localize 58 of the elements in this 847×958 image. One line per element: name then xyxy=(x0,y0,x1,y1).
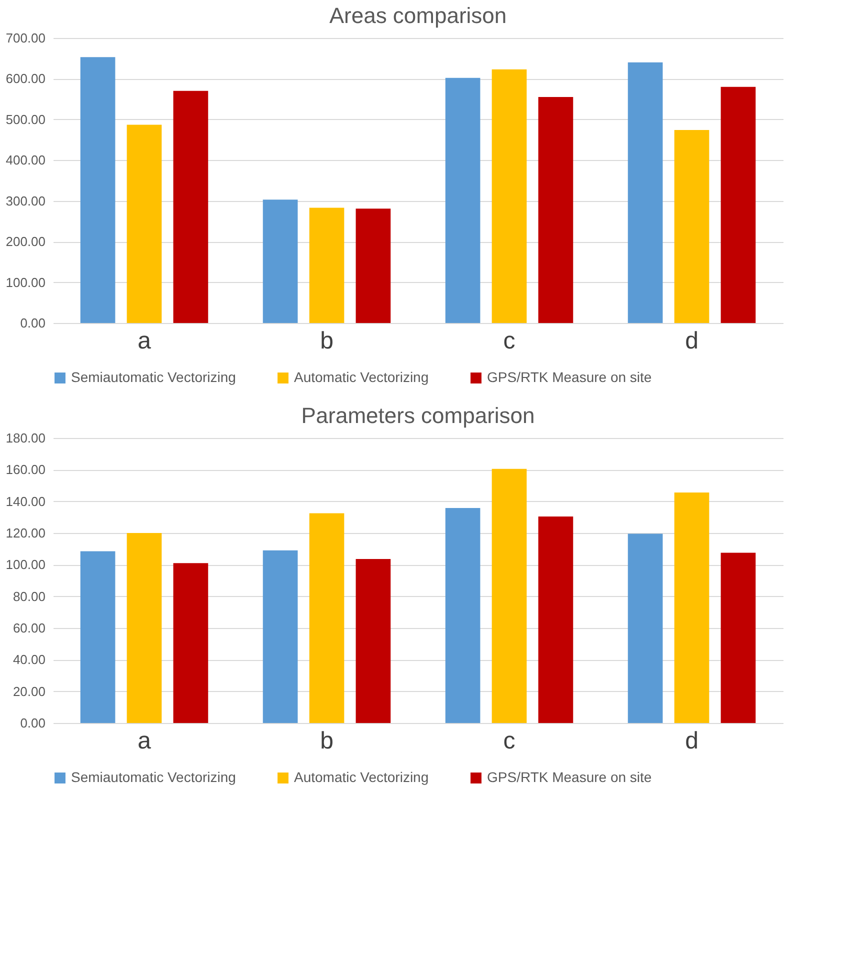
y-tick-label: 120.00 xyxy=(6,526,46,540)
y-tick-label: 0.00 xyxy=(20,316,46,330)
bar xyxy=(720,552,756,723)
x-tick-label: a xyxy=(138,328,152,354)
x-tick-label: d xyxy=(685,728,698,754)
bar xyxy=(356,558,391,723)
bar xyxy=(492,468,527,723)
y-tick-label: 700.00 xyxy=(6,30,46,46)
bar xyxy=(309,208,344,323)
chart-title: Areas comparison xyxy=(329,3,507,28)
y-tick-label: 300.00 xyxy=(6,193,46,208)
bar xyxy=(126,124,162,323)
y-tick-label: 40.00 xyxy=(12,652,46,668)
bar xyxy=(80,57,116,323)
bar xyxy=(173,563,208,723)
x-tick-label: b xyxy=(320,728,334,754)
y-tick-label: 160.00 xyxy=(6,462,46,478)
bar xyxy=(674,492,710,723)
y-tick-label: 60.00 xyxy=(12,620,46,636)
x-tick-label: c xyxy=(503,728,516,754)
legend-label: Automatic Vectorizing xyxy=(294,769,429,785)
y-tick-label: 400.00 xyxy=(6,152,46,168)
legend-label: Semiautomatic Vectorizing xyxy=(71,769,236,785)
bar xyxy=(628,62,663,323)
x-tick-label: c xyxy=(503,328,516,354)
y-tick-label: 500.00 xyxy=(6,112,46,127)
bar xyxy=(356,208,391,323)
chart-title: Parameters comparison xyxy=(301,403,535,428)
bar xyxy=(538,516,574,723)
y-tick-label: 0.00 xyxy=(20,716,46,730)
bar xyxy=(492,69,527,323)
y-tick-label: 100.00 xyxy=(6,274,46,290)
y-tick-label: 100.00 xyxy=(6,557,46,572)
y-tick-label: 200.00 xyxy=(6,234,46,250)
x-tick-label: b xyxy=(320,328,334,354)
bar xyxy=(628,534,663,723)
y-tick-label: 80.00 xyxy=(12,588,46,604)
legend-label: Semiautomatic Vectorizing xyxy=(71,369,236,385)
bar xyxy=(538,97,574,323)
y-tick-label: 600.00 xyxy=(6,71,46,86)
bar xyxy=(720,86,756,323)
bar xyxy=(262,200,298,323)
bar xyxy=(674,130,710,323)
bar xyxy=(309,513,344,723)
y-tick-label: 20.00 xyxy=(12,684,46,699)
bar xyxy=(173,90,208,323)
legend-label: Automatic Vectorizing xyxy=(294,369,429,385)
bar xyxy=(80,551,116,723)
bar xyxy=(445,508,480,723)
x-tick-label: d xyxy=(685,328,698,354)
y-tick-label: 180.00 xyxy=(6,430,46,446)
bar xyxy=(126,533,162,723)
x-tick-label: a xyxy=(138,728,152,754)
bar xyxy=(262,550,298,723)
legend-label: GPS/RTK Measure on site xyxy=(487,769,652,785)
y-tick-label: 140.00 xyxy=(6,494,46,509)
bar xyxy=(445,78,480,323)
legend-label: GPS/RTK Measure on site xyxy=(487,369,652,385)
